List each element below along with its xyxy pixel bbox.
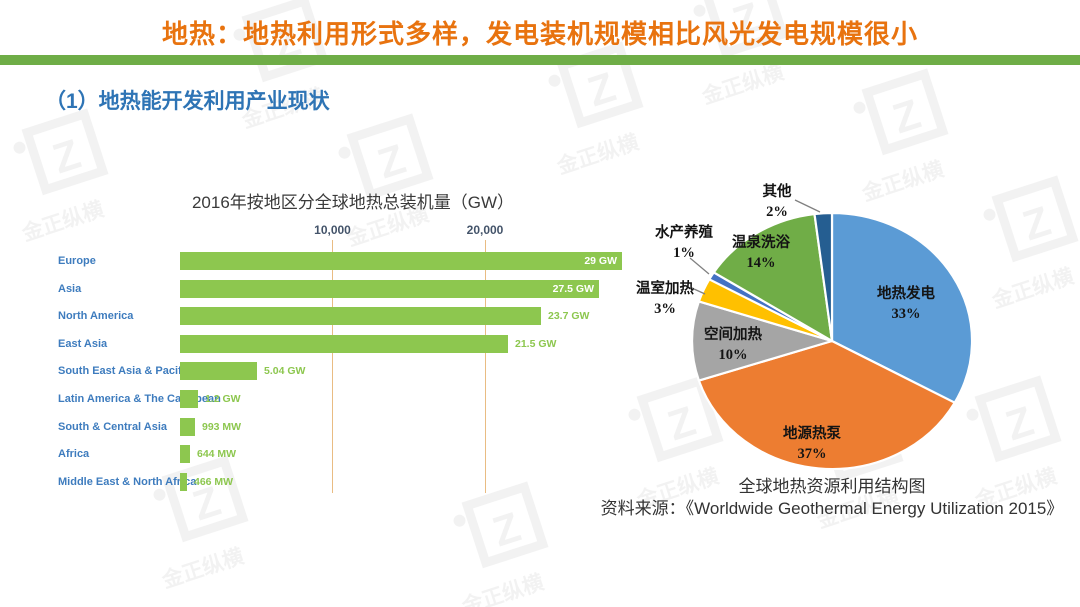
category-label: Asia <box>58 282 82 295</box>
logo-letter: Z <box>47 130 86 183</box>
x-tick-label: 20,000 <box>466 223 504 237</box>
bar <box>180 417 195 436</box>
logo-letter: Z <box>582 63 621 116</box>
watermark-brand-text: 金正纵横 <box>158 544 246 593</box>
logo-dot-icon <box>338 146 351 159</box>
watermark-brand-text: 金正纵横 <box>858 157 946 206</box>
value-label: 1.2 GW <box>205 393 241 405</box>
value-label: 993 MW <box>202 420 242 433</box>
bar-row: Latin America & The Caribbean 1.2 GW <box>0 385 1080 413</box>
pie-caption-block: 全球地热资源利用结构图 资料来源：《Worldwide Geothermal E… <box>572 476 1080 521</box>
logo-letter: Z <box>487 503 526 556</box>
pie-slice-name: 其他 <box>762 184 792 200</box>
bar: 27.5 GW <box>180 279 599 298</box>
logo-dot-icon <box>13 141 26 154</box>
bar-row: South & Central Asia 993 MW <box>0 413 1080 441</box>
pie-slice-name: 温泉洗浴 <box>732 235 790 251</box>
value-label: 23.7 GW <box>548 310 590 323</box>
category-label: South & Central Asia <box>58 420 167 433</box>
category-label: South East Asia & Pacific <box>58 365 191 378</box>
pie-slice-pct: 37% <box>797 446 827 463</box>
value-label: 27.5 GW <box>552 282 594 295</box>
value-label: 21.5 GW <box>515 337 557 350</box>
pie-slice-pct: 14% <box>746 255 776 272</box>
logo-letter: Z <box>1017 197 1056 250</box>
pie-slice-pct: 1% <box>673 245 695 262</box>
x-tick-label: 10,000 <box>314 223 351 237</box>
logo-dot-icon <box>983 208 996 221</box>
bar-row: Africa 644 MW <box>0 440 1080 468</box>
bar-row: Asia 27.5 GW <box>0 275 1080 303</box>
logo-diamond-icon <box>461 481 549 569</box>
green-divider <box>0 55 1080 65</box>
bar-row: South East Asia & Pacific 5.04 GW <box>0 357 1080 385</box>
pie-slice-name: 地热发电 <box>877 286 935 302</box>
watermark-brand-text: 金正纵横 <box>553 130 641 179</box>
category-label: Africa <box>58 448 90 461</box>
watermark-stamp: Z 金正纵横 <box>850 60 960 210</box>
logo-dot-icon <box>853 101 866 114</box>
source-line: 资料来源：《Worldwide Geothermal Energy Utiliz… <box>600 499 1064 519</box>
pie-slice-label: 空间加热 10% <box>704 325 762 366</box>
bar-row: Middle East & North Africa 466 MW <box>0 468 1080 496</box>
bar <box>180 307 541 326</box>
bar: 29 GW <box>180 252 622 270</box>
pie-slice-pct: 3% <box>654 301 676 318</box>
pie-slice-label: 地热发电 33% <box>877 284 935 325</box>
section-heading: （1）地热能开发利用产业现状 <box>45 90 330 113</box>
logo-letter: Z <box>887 90 926 143</box>
jinzheng-logo-icon: Z 金正纵横 <box>13 108 109 246</box>
value-label: 644 MW <box>197 448 237 461</box>
bar-row: North America 23.7 GW <box>0 302 1080 330</box>
value-label: 466 MW <box>194 475 234 488</box>
pie-slice-label: 其他 2% <box>763 182 792 223</box>
gridline <box>484 240 486 493</box>
bar-row: Europe 29 GW <box>0 247 1080 275</box>
bar-chart-title: 2016年按地区分全球地热总装机量（GW） <box>191 193 515 212</box>
pie-slice-pct: 33% <box>891 306 921 323</box>
bar <box>180 472 187 491</box>
category-label: Europe <box>58 255 96 267</box>
pie-slice-name: 空间加热 <box>704 327 762 343</box>
logo-dot-icon <box>548 74 561 87</box>
category-label: East Asia <box>58 337 108 350</box>
pie-slice-name: 地源热泵 <box>783 426 841 442</box>
pie-slice-label: 温泉洗浴 14% <box>732 233 790 274</box>
category-label: Middle East & North Africa <box>58 475 197 488</box>
value-label: 29 GW <box>584 255 617 267</box>
page-title: 地热：地热利用形式多样，发电装机规模相比风光发电规模很小 <box>161 19 918 49</box>
gridline <box>332 240 333 493</box>
bar <box>180 334 508 353</box>
pie-slice-name: 水产养殖 <box>655 225 713 241</box>
pie-slice-label: 温室加热 3% <box>636 279 694 320</box>
logo-letter: Z <box>372 135 411 188</box>
pie-slice-pct: 2% <box>766 204 788 221</box>
pie-slice-name: 温室加热 <box>636 281 694 297</box>
leader-line <box>794 199 821 213</box>
logo-diamond-icon <box>991 175 1079 263</box>
bar <box>180 362 257 381</box>
logo-diamond-icon <box>861 68 949 156</box>
logo-diamond-icon <box>346 113 434 201</box>
category-label: North America <box>58 310 134 323</box>
watermark-stamp: Z 金正纵横 <box>10 100 120 250</box>
jinzheng-logo-icon: Z 金正纵横 <box>853 68 949 206</box>
watermark-brand-text: 金正纵横 <box>458 570 546 607</box>
value-label: 5.04 GW <box>264 365 306 378</box>
bar-row: East Asia 21.5 GW <box>0 330 1080 358</box>
pie-slice-label: 地源热泵 37% <box>783 424 841 465</box>
logo-diamond-icon <box>21 108 109 196</box>
watermark-brand-text: 金正纵横 <box>18 197 106 246</box>
watermark-brand-text: 金正纵横 <box>698 60 786 109</box>
bar <box>180 445 190 464</box>
bar <box>180 390 198 408</box>
pie-slice-pct: 10% <box>718 347 748 364</box>
pie-chart-caption: 全球地热资源利用结构图 <box>738 477 926 496</box>
logo-dot-icon <box>453 514 466 527</box>
pie-slice-label: 水产养殖 1% <box>655 223 713 264</box>
